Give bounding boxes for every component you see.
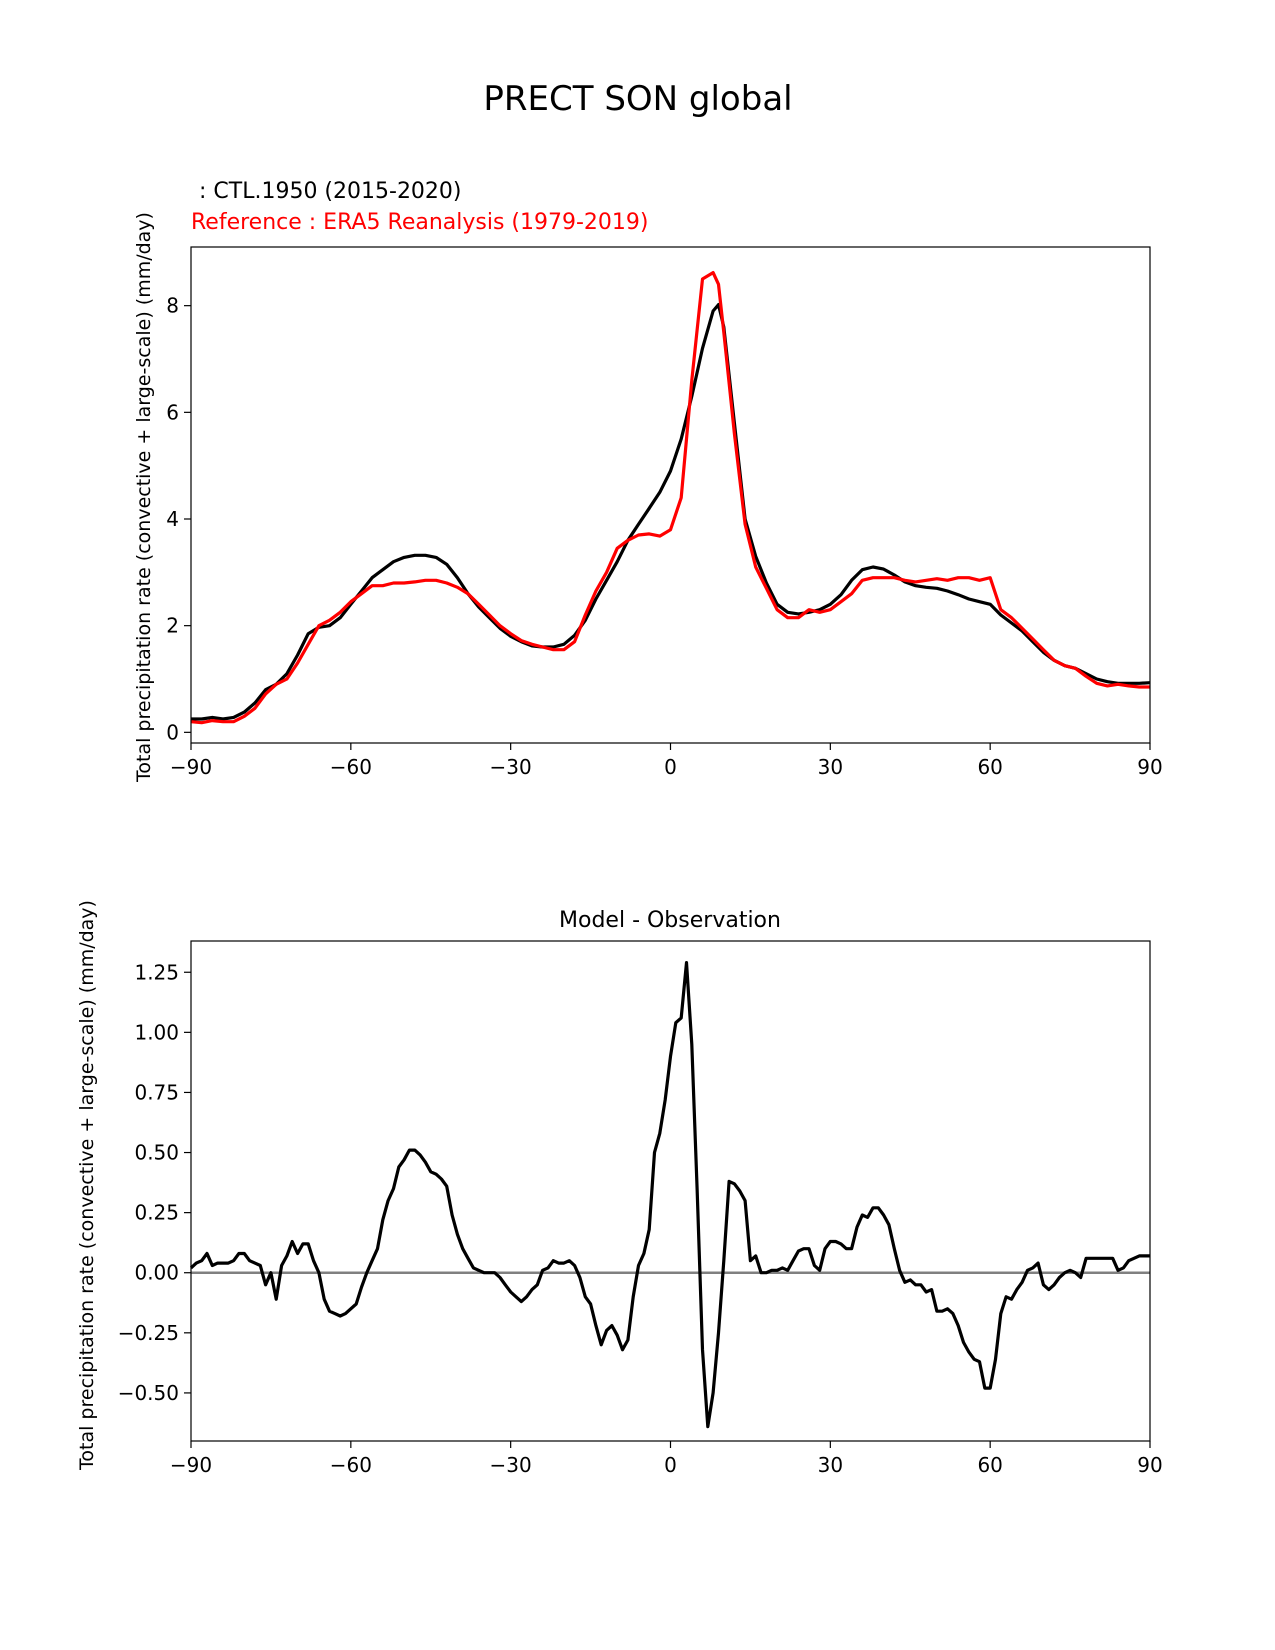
test-legend-label: : CTL.1950 (2015-2020) xyxy=(192,179,462,204)
bottom-y-tick-label: −0.50 xyxy=(118,1381,179,1405)
bottom-series-model-line xyxy=(189,960,1150,1429)
top-y-axis-label: Total precipitation rate (convective + l… xyxy=(133,212,155,783)
top-y-tick-label: 8 xyxy=(166,294,179,318)
bottom-x-tick-label: −60 xyxy=(330,1453,372,1477)
top-axis-ticks: −90 −60 −30 0 30 60 90 0 2 4 6 8 xyxy=(166,294,1162,779)
bottom-y-axis-label: Total precipitation rate (convective + l… xyxy=(76,900,98,1471)
top-series-model-line xyxy=(191,303,1151,721)
top-x-tick-label: 60 xyxy=(977,755,1002,779)
top-y-tick-label: 4 xyxy=(166,507,179,531)
bottom-y-tick-label: 0.75 xyxy=(134,1080,179,1104)
top-y-tick-label: 0 xyxy=(166,720,179,744)
bottom-y-tick-label: −0.25 xyxy=(118,1321,179,1345)
top-series-reference-line xyxy=(190,271,1150,725)
top-y-tick-label: 6 xyxy=(166,400,179,424)
bottom-x-tick-label: −30 xyxy=(490,1453,532,1477)
top-x-tick-label: −30 xyxy=(490,755,532,779)
bottom-x-tick-label: 30 xyxy=(818,1453,843,1477)
bottom-x-tick-label: 90 xyxy=(1137,1453,1162,1477)
top-x-tick-label: 90 xyxy=(1137,755,1162,779)
top-x-tick-label: −90 xyxy=(170,755,212,779)
bottom-x-tick-label: −90 xyxy=(170,1453,212,1477)
bottom-x-tick-label: 60 xyxy=(977,1453,1002,1477)
bottom-y-tick-label: 1.25 xyxy=(134,960,179,984)
bottom-y-tick-label: 0.00 xyxy=(134,1261,179,1285)
bottom-panel: Model - Observation Total precipitation … xyxy=(76,900,1163,1477)
reference-legend-label: Reference : ERA5 Reanalysis (1979-2019) xyxy=(191,210,649,235)
bottom-plot-frame xyxy=(190,940,1151,1442)
bottom-y-tick-label: 0.50 xyxy=(134,1141,179,1165)
bottom-y-tick-label: 1.00 xyxy=(134,1020,179,1044)
top-y-tick-label: 2 xyxy=(166,614,179,638)
bottom-series-lines xyxy=(189,960,1150,1429)
top-plot-frame xyxy=(190,246,1151,744)
bottom-x-tick-label: 0 xyxy=(664,1453,677,1477)
top-x-tick-label: −60 xyxy=(330,755,372,779)
top-x-tick-label: 30 xyxy=(818,755,843,779)
figure-title: PRECT SON global xyxy=(483,79,792,119)
bottom-title: Model - Observation xyxy=(559,908,781,933)
top-panel: : CTL.1950 (2015-2020) Reference : ERA5 … xyxy=(133,179,1163,783)
bottom-y-tick-label: 0.25 xyxy=(134,1201,179,1225)
bottom-axis-ticks: −90 −60 −30 0 30 60 90 −0.50 −0.25 0.00 0.25 0.50 0.… xyxy=(118,960,1163,1477)
top-series-lines xyxy=(190,271,1151,725)
top-x-tick-label: 0 xyxy=(664,755,677,779)
